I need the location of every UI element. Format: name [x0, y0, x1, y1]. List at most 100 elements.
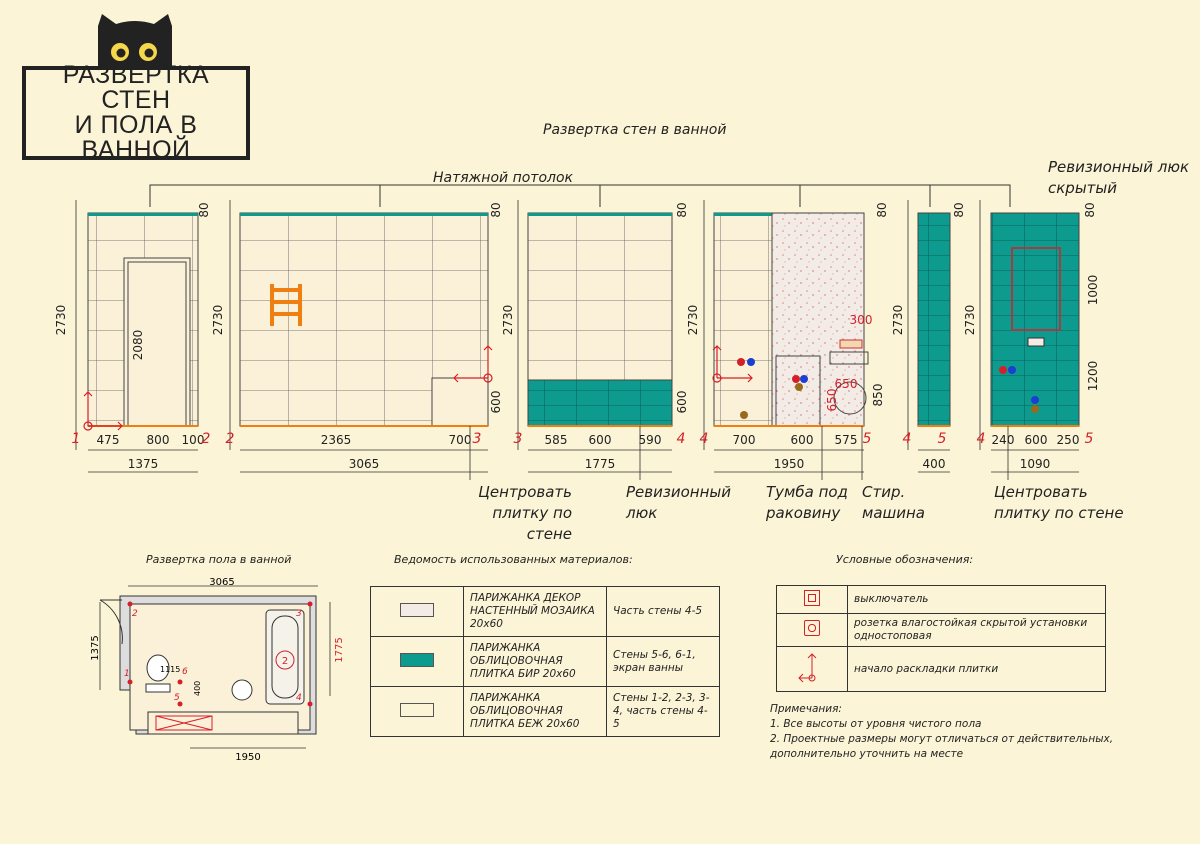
material-where: Стены 1-2, 2-3, 3-4, часть стены 4-5	[606, 686, 720, 737]
swatch-beige	[400, 702, 434, 717]
svg-text:400: 400	[923, 457, 946, 471]
svg-text:4: 4	[296, 693, 302, 703]
svg-text:240: 240	[992, 433, 1015, 447]
svg-text:1950: 1950	[774, 457, 805, 471]
svg-text:2730: 2730	[54, 305, 68, 336]
svg-text:2: 2	[132, 609, 138, 619]
cat-logo	[98, 14, 172, 70]
note-center-tile-2: Центровать плитку по стене	[994, 483, 1124, 522]
svg-text:2: 2	[282, 656, 288, 667]
svg-text:3065: 3065	[349, 457, 380, 471]
socket-icon	[804, 620, 820, 636]
svg-text:1090: 1090	[1020, 457, 1051, 471]
legend-header: Условные обозначения:	[836, 553, 974, 566]
svg-text:585: 585	[545, 433, 568, 447]
floor-header: Развертка пола в ванной	[146, 553, 292, 566]
remark-item: дополнительно уточнить на месте	[770, 748, 964, 760]
svg-text:2730: 2730	[891, 305, 905, 336]
note-cabinet: Тумба под раковину	[766, 483, 848, 522]
title-line: И ПОЛА В	[74, 111, 198, 139]
legend-label: выключатель	[847, 585, 1106, 614]
svg-text:80: 80	[952, 202, 966, 217]
svg-text:2080: 2080	[131, 330, 145, 361]
svg-text:2730: 2730	[211, 305, 225, 336]
svg-text:700: 700	[733, 433, 756, 447]
svg-text:1: 1	[72, 431, 81, 447]
remarks-header: Примечания:	[770, 703, 842, 715]
svg-text:1200: 1200	[1086, 361, 1100, 392]
svg-text:80: 80	[489, 202, 503, 217]
walls-header: Развертка стен в ванной	[543, 122, 727, 138]
svg-text:3: 3	[473, 431, 482, 447]
svg-text:1375: 1375	[90, 635, 101, 660]
svg-text:4: 4	[977, 431, 986, 447]
svg-text:4: 4	[677, 431, 686, 447]
materials-table: ПАРИЖАНКА ДЕКОР НАСТЕННЫЙ МОЗАИКА 20х60 …	[370, 586, 720, 737]
svg-text:80: 80	[1083, 202, 1097, 217]
svg-text:800: 800	[147, 433, 170, 447]
switch-icon	[804, 589, 820, 606]
title-line: ВАННОЙ	[81, 136, 191, 164]
svg-text:4: 4	[700, 431, 709, 447]
svg-text:2730: 2730	[686, 305, 700, 336]
material-name: ПАРИЖАНКА ОБЛИЦОВОЧНАЯ ПЛИТКА БЕЖ 20х60	[463, 686, 607, 737]
svg-text:600: 600	[675, 391, 689, 414]
svg-text:300: 300	[850, 313, 873, 327]
svg-text:5: 5	[938, 431, 947, 447]
note-revision: Ревизионный люк	[626, 483, 731, 522]
ceiling-label: Натяжной потолок	[433, 170, 573, 186]
svg-text:600: 600	[589, 433, 612, 447]
note-washer: Стир. машина	[862, 483, 925, 522]
svg-text:5: 5	[1085, 431, 1094, 447]
svg-text:5: 5	[174, 693, 180, 703]
svg-text:575: 575	[835, 433, 858, 447]
material-name: ПАРИЖАНКА ДЕКОР НАСТЕННЫЙ МОЗАИКА 20х60	[463, 586, 607, 637]
remark-item: 1. Все высоты от уровня чистого пола	[770, 718, 982, 730]
note-center-tile-1: Центровать плитку по стене	[478, 483, 572, 543]
legend-label: розетка влагостойкая скрытой установки о…	[847, 613, 1106, 647]
svg-text:4: 4	[903, 431, 912, 447]
svg-text:100: 100	[182, 433, 205, 447]
svg-text:850: 850	[871, 384, 885, 407]
material-row: ПАРИЖАНКА ДЕКОР НАСТЕННЫЙ МОЗАИКА 20х60 …	[370, 586, 720, 637]
swatch-teal	[400, 652, 434, 667]
svg-text:5: 5	[863, 431, 872, 447]
tile-start-icon	[798, 653, 817, 683]
svg-text:650: 650	[825, 389, 839, 412]
svg-text:475: 475	[97, 433, 120, 447]
svg-text:80: 80	[197, 202, 211, 217]
legend-label: начало раскладки плитки	[847, 646, 1106, 692]
legend-row: выключатель	[776, 585, 1106, 614]
svg-text:590: 590	[639, 433, 662, 447]
svg-text:250: 250	[1057, 433, 1080, 447]
svg-text:2730: 2730	[501, 305, 515, 336]
svg-text:1375: 1375	[128, 457, 159, 471]
svg-text:3: 3	[296, 609, 302, 619]
svg-text:2: 2	[202, 431, 211, 447]
svg-text:1: 1	[124, 669, 130, 679]
svg-text:2: 2	[226, 431, 235, 447]
svg-text:600: 600	[489, 391, 503, 414]
svg-text:1115: 1115	[160, 665, 180, 674]
svg-text:6: 6	[182, 667, 188, 677]
title-box: РАЗВЕРТКА СТЕН И ПОЛА В ВАННОЙ	[22, 63, 250, 163]
svg-text:650: 650	[835, 377, 858, 391]
svg-text:600: 600	[1025, 433, 1048, 447]
svg-text:700: 700	[449, 433, 472, 447]
floor-plan: 3065 1375 1775 1950 2 1115 400 2 1 3 4 5…	[90, 577, 345, 762]
svg-text:1775: 1775	[334, 637, 345, 662]
materials-header: Ведомость использованных материалов:	[394, 553, 633, 566]
svg-text:1000: 1000	[1086, 275, 1100, 306]
legend-row: розетка влагостойкая скрытой установки о…	[776, 613, 1106, 647]
svg-text:80: 80	[675, 202, 689, 217]
hatch-label: Ревизионный люк скрытый	[1048, 158, 1190, 197]
svg-text:400: 400	[193, 681, 202, 696]
material-row: ПАРИЖАНКА ОБЛИЦОВОЧНАЯ ПЛИТКА БЕЖ 20х60 …	[370, 686, 720, 737]
remarks: Примечания: 1. Все высоты от уровня чист…	[770, 702, 1113, 762]
remark-item: 2. Проектные размеры могут отличаться от…	[770, 733, 1114, 745]
material-where: Часть стены 4-5	[606, 586, 720, 637]
svg-text:600: 600	[791, 433, 814, 447]
walls-drawing: 2730 2730 2730 2730 2730 2730 80 80 80 8…	[54, 184, 1100, 480]
title-line: РАЗВЕРТКА СТЕН	[62, 61, 210, 114]
svg-text:2365: 2365	[321, 433, 352, 447]
